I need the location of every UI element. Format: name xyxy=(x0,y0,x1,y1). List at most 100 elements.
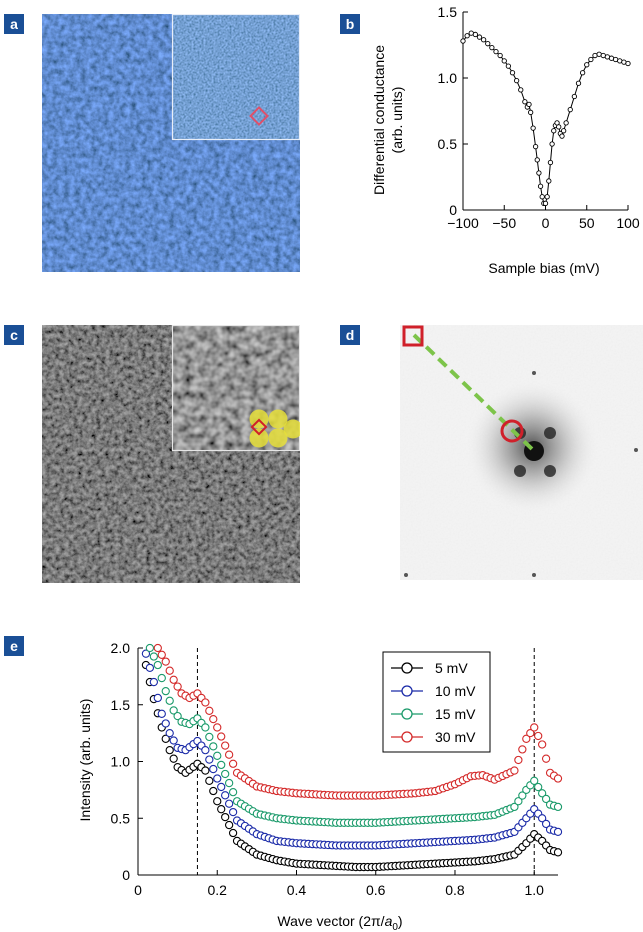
spectrum-xtick-label: 50 xyxy=(579,215,595,231)
spectrum-point xyxy=(551,128,557,134)
spectrum-xtick-label: −50 xyxy=(492,215,516,231)
spectrum-point xyxy=(476,34,483,40)
panel-label-a: a xyxy=(4,14,24,34)
linecut-xtick-label: 0.2 xyxy=(208,882,228,898)
series-marker xyxy=(165,666,174,675)
series-marker xyxy=(530,776,539,785)
spectrum-point xyxy=(546,178,552,184)
series-marker xyxy=(217,760,226,770)
spectrum-point xyxy=(501,58,507,64)
series-marker xyxy=(149,652,158,661)
legend-box xyxy=(382,651,491,753)
series-marker xyxy=(514,755,523,765)
spectrum-point xyxy=(539,194,545,200)
series-marker xyxy=(224,778,234,788)
series-marker xyxy=(161,657,170,666)
spectrum-xlabel: Sample bias (mV) xyxy=(488,260,599,276)
spectrum-point xyxy=(549,141,555,147)
series-marker xyxy=(169,754,178,763)
spectrum-point xyxy=(522,99,528,105)
spectrum-point xyxy=(472,31,479,38)
series-marker xyxy=(221,812,230,822)
series-marker xyxy=(153,660,162,670)
series-marker xyxy=(553,827,563,837)
series-15-mv xyxy=(145,643,563,827)
series-marker xyxy=(541,754,551,763)
legend-marker xyxy=(401,662,413,674)
legend-marker xyxy=(401,731,413,743)
legend-label: 15 mV xyxy=(435,706,476,722)
linecut-ytick-label: 0.5 xyxy=(111,810,131,826)
series-marker xyxy=(534,782,543,792)
panel-label-b: b xyxy=(340,14,360,34)
series-marker xyxy=(541,819,551,829)
spectrum-point xyxy=(532,143,539,150)
series-marker xyxy=(538,814,547,823)
atom-cluster-icon xyxy=(249,409,300,448)
series-marker xyxy=(209,714,218,724)
spectrum-xtick-label: 100 xyxy=(616,215,640,231)
spectrum-point xyxy=(513,77,520,84)
series-marker xyxy=(157,673,166,683)
linecut-ytick-label: 2.0 xyxy=(111,640,131,656)
series-marker xyxy=(217,805,226,814)
stm-topograph-image xyxy=(42,14,300,272)
series-marker xyxy=(205,776,214,785)
spectrum-line xyxy=(462,32,629,204)
spectrum-point xyxy=(567,107,573,113)
topograph-inset xyxy=(171,14,300,141)
spectrum-ylabel-units: (arb. units) xyxy=(389,87,405,154)
series-marker xyxy=(534,731,543,741)
series-marker xyxy=(157,650,166,659)
spectrum-point xyxy=(560,128,567,134)
series-marker xyxy=(518,745,527,754)
series-marker xyxy=(224,820,234,830)
spectrum-point xyxy=(559,133,565,139)
fourier-transform-image xyxy=(400,325,643,580)
series-marker xyxy=(228,759,238,768)
series-marker xyxy=(165,746,174,755)
spectrum-ytick-label: 0 xyxy=(449,202,457,218)
linecut-ytick-label: 1.0 xyxy=(111,754,131,770)
series-marker xyxy=(205,732,214,742)
series-marker xyxy=(153,693,162,703)
series-marker xyxy=(228,807,238,817)
linecut-xtick-label: 0.4 xyxy=(287,882,307,898)
series-marker xyxy=(209,742,218,751)
series-marker xyxy=(518,791,527,800)
linecut-ylabel: Intensity (arb. units) xyxy=(77,699,93,822)
spectrum-point xyxy=(460,38,466,44)
spectrum-point xyxy=(584,62,590,68)
spectrum-ytick-label: 0.5 xyxy=(438,136,458,152)
series-10-mv xyxy=(141,649,563,850)
series-marker xyxy=(169,706,178,715)
series-marker xyxy=(169,736,178,745)
series-marker xyxy=(228,828,238,838)
series-marker xyxy=(224,799,234,808)
linecut-xtick-label: 1.0 xyxy=(524,882,544,898)
series-marker xyxy=(213,797,222,806)
spectrum-point xyxy=(579,70,586,76)
series-marker xyxy=(209,764,218,774)
series-marker xyxy=(161,734,170,743)
series-marker xyxy=(228,787,238,797)
series-30-mv xyxy=(153,643,563,800)
series-marker xyxy=(161,719,170,728)
qvector-marker-icon xyxy=(500,419,524,443)
spectrum-point xyxy=(625,60,631,67)
series-marker xyxy=(526,728,535,738)
series-marker xyxy=(224,750,234,759)
spectrum-ytick-label: 1.5 xyxy=(438,4,458,20)
series-marker xyxy=(538,740,547,749)
spectrum-point xyxy=(544,194,550,200)
series-marker xyxy=(553,802,563,812)
spectrum-point xyxy=(509,70,516,76)
series-marker xyxy=(165,696,174,705)
series-marker xyxy=(538,789,547,798)
spectrum-point xyxy=(526,101,532,108)
series-marker xyxy=(201,698,210,707)
conductance-map-image xyxy=(42,325,300,583)
panel-label-d: d xyxy=(340,325,360,345)
series-marker xyxy=(141,649,151,658)
spectrum-point xyxy=(534,157,540,163)
